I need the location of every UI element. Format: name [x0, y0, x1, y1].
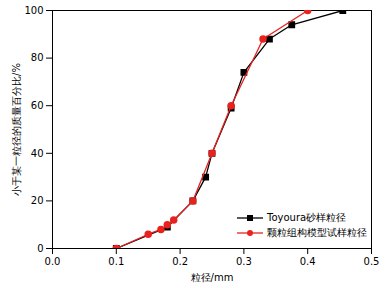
svg-text:0.4: 0.4 [300, 256, 316, 267]
svg-text:0.5: 0.5 [364, 256, 380, 267]
svg-text:100: 100 [24, 5, 43, 16]
svg-text:40: 40 [31, 148, 44, 159]
svg-text:粒径/mm: 粒径/mm [191, 272, 234, 283]
svg-text:0: 0 [37, 243, 43, 254]
svg-text:60: 60 [31, 100, 44, 111]
svg-text:20: 20 [31, 195, 44, 206]
svg-text:0.1: 0.1 [108, 256, 124, 267]
svg-text:0.2: 0.2 [172, 256, 188, 267]
svg-text:80: 80 [31, 52, 44, 63]
html-text:Toyoura砂样粒径: Toyoura砂样粒径 [267, 211, 347, 223]
svg-text:0.0: 0.0 [45, 256, 61, 267]
html-text:颗粒组构模型试样粒径: 颗粒组构模型试样粒径 [267, 226, 367, 238]
svg-text:小于某一粒径的质量百分比/%: 小于某一粒径的质量百分比/% [11, 63, 22, 196]
svg-text:0.3: 0.3 [236, 256, 252, 267]
